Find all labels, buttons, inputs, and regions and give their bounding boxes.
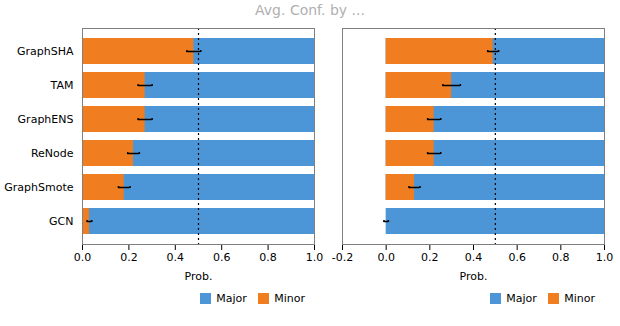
svg-text:1.0: 1.0 bbox=[596, 251, 614, 264]
html-text:Avg. Conf. by ...: Avg. Conf. by ... bbox=[255, 2, 365, 18]
svg-text:0.4: 0.4 bbox=[167, 251, 185, 264]
svg-text:0.6: 0.6 bbox=[508, 251, 526, 264]
svg-text:Prob.: Prob. bbox=[460, 270, 488, 283]
svg-text:0.0: 0.0 bbox=[74, 251, 92, 264]
svg-text:0.4: 0.4 bbox=[465, 251, 483, 264]
html-text:Minor: Minor bbox=[564, 292, 595, 305]
html-text:Minor: Minor bbox=[274, 292, 305, 305]
html-text:Major: Major bbox=[506, 292, 537, 305]
svg-text:1.0: 1.0 bbox=[306, 251, 324, 264]
svg-text:0.6: 0.6 bbox=[213, 251, 231, 264]
html-text:Major: Major bbox=[216, 292, 247, 305]
svg-text:0.8: 0.8 bbox=[552, 251, 570, 264]
svg-text:GraphSHA: GraphSHA bbox=[17, 45, 74, 58]
svg-text:Prob.: Prob. bbox=[185, 270, 213, 283]
svg-text:-0.2: -0.2 bbox=[332, 251, 353, 264]
svg-text:0.2: 0.2 bbox=[421, 251, 439, 264]
svg-text:0.8: 0.8 bbox=[259, 251, 277, 264]
svg-text:0.0: 0.0 bbox=[377, 251, 395, 264]
svg-text:TAM: TAM bbox=[50, 79, 74, 92]
svg-text:ReNode: ReNode bbox=[31, 147, 74, 160]
svg-text:GCN: GCN bbox=[49, 215, 73, 228]
svg-text:GraphENS: GraphENS bbox=[18, 113, 74, 126]
svg-text:GraphSmote: GraphSmote bbox=[4, 181, 73, 194]
svg-text:0.2: 0.2 bbox=[120, 251, 138, 264]
